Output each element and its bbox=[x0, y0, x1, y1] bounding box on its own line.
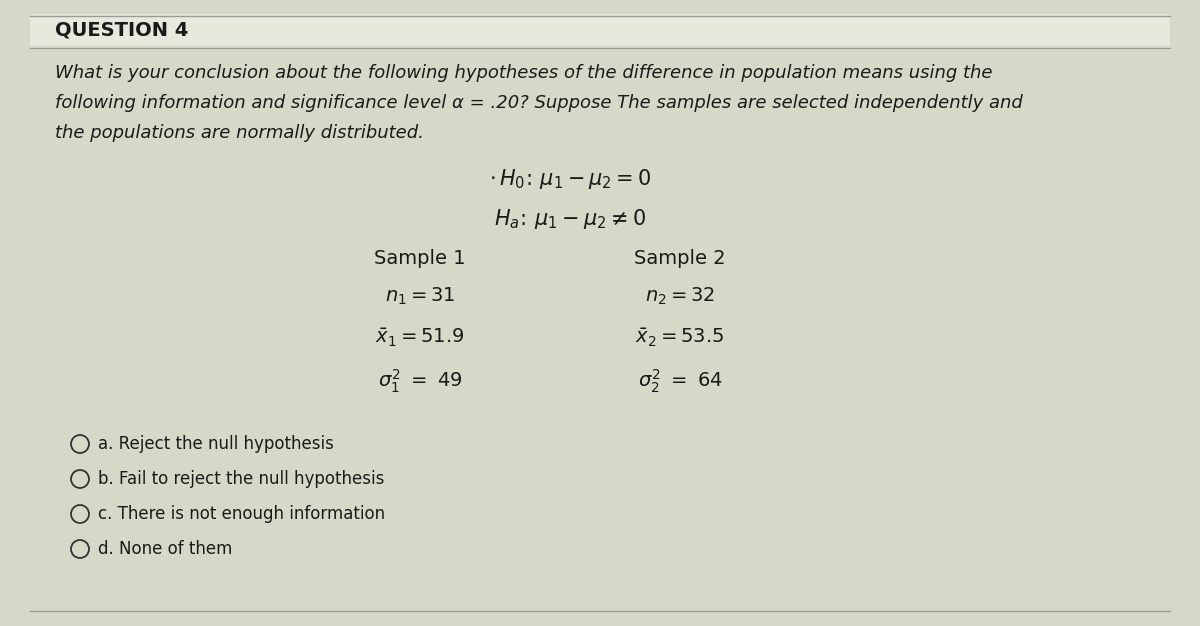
Text: b. Fail to reject the null hypothesis: b. Fail to reject the null hypothesis bbox=[98, 470, 384, 488]
Text: c. There is not enough information: c. There is not enough information bbox=[98, 505, 385, 523]
Text: Sample 2: Sample 2 bbox=[634, 249, 726, 267]
Text: a. Reject the null hypothesis: a. Reject the null hypothesis bbox=[98, 435, 334, 453]
Text: $\bar{x}_2=53.5$: $\bar{x}_2=53.5$ bbox=[636, 327, 725, 349]
Bar bbox=[30, 14, 1170, 46]
Text: $n_2=32$: $n_2=32$ bbox=[644, 285, 715, 307]
Text: the populations are normally distributed.: the populations are normally distributed… bbox=[55, 124, 424, 142]
Text: $\cdot\,H_0\!:\,\mu_1-\mu_2=0$: $\cdot\,H_0\!:\,\mu_1-\mu_2=0$ bbox=[488, 167, 652, 191]
Text: Sample 1: Sample 1 bbox=[374, 249, 466, 267]
Text: d. None of them: d. None of them bbox=[98, 540, 233, 558]
Text: following information and significance level α = .20? Suppose The samples are se: following information and significance l… bbox=[55, 94, 1022, 112]
Text: $n_1=31$: $n_1=31$ bbox=[385, 285, 455, 307]
Text: $\sigma^2_2\ =\ 64$: $\sigma^2_2\ =\ 64$ bbox=[637, 367, 722, 395]
Text: $\sigma^2_1\ =\ 49$: $\sigma^2_1\ =\ 49$ bbox=[378, 367, 462, 395]
Text: $H_a\!:\,\mu_1-\mu_2\neq 0$: $H_a\!:\,\mu_1-\mu_2\neq 0$ bbox=[494, 207, 646, 231]
Text: QUESTION 4: QUESTION 4 bbox=[55, 21, 188, 39]
Text: $\bar{x}_1=51.9$: $\bar{x}_1=51.9$ bbox=[376, 327, 464, 349]
Text: What is your conclusion about the following hypotheses of the difference in popu: What is your conclusion about the follow… bbox=[55, 64, 992, 82]
